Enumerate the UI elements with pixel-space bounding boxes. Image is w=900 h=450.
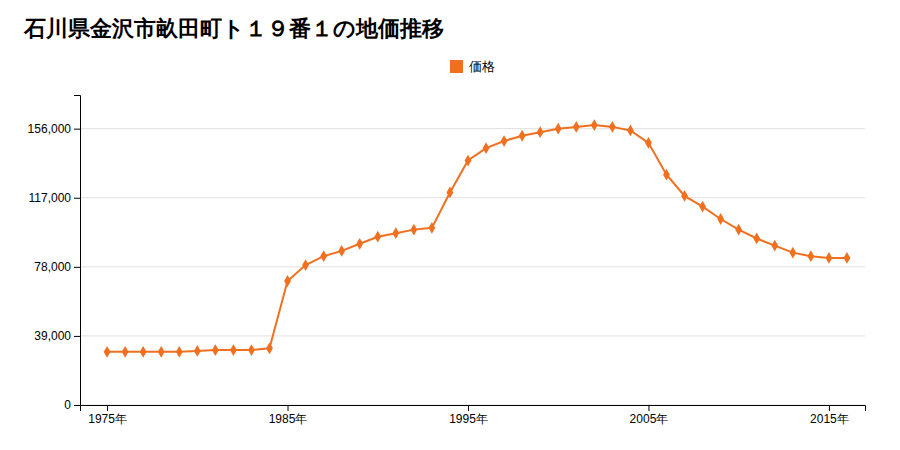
point	[627, 125, 634, 137]
x-tick-label: 1985年	[269, 412, 308, 426]
point	[717, 213, 724, 225]
x-axis: 1975年 1985年 1995年 2005年 2015年	[81, 405, 866, 426]
point	[735, 224, 742, 236]
point	[609, 121, 616, 133]
x-tick-mark	[468, 405, 469, 411]
point	[428, 222, 435, 234]
x-tick-label: 2005年	[630, 412, 669, 426]
x-tick: 2015年	[810, 405, 849, 426]
legend-swatch	[450, 60, 463, 73]
point	[699, 201, 706, 213]
x-tick: 1975年	[88, 405, 127, 426]
x-tick-label: 1975年	[88, 412, 127, 426]
x-tick: 1995年	[449, 405, 488, 426]
grid-line	[80, 197, 865, 198]
x-tick-label: 2015年	[810, 412, 849, 426]
grid-line	[80, 266, 865, 267]
point	[483, 142, 490, 154]
y-tick-mark	[74, 129, 80, 130]
marks	[104, 119, 851, 358]
grid-line	[80, 335, 865, 336]
point	[555, 123, 562, 135]
point	[158, 346, 165, 358]
point	[663, 169, 670, 181]
point	[519, 130, 526, 142]
point	[266, 342, 273, 354]
y-tick-label: 0	[64, 398, 71, 412]
point	[807, 250, 814, 262]
y-tick-label: 78,000	[34, 260, 71, 274]
legend: 価格	[450, 59, 495, 74]
y-tick: 117,000	[29, 191, 81, 205]
point	[465, 155, 472, 167]
y-tick-mark	[74, 336, 80, 337]
point	[248, 344, 255, 356]
point	[681, 190, 688, 202]
point	[176, 346, 183, 358]
point	[140, 346, 147, 358]
y-tick-mark	[74, 198, 80, 199]
point	[230, 344, 237, 356]
point	[392, 227, 399, 239]
legend-item: 価格	[450, 59, 495, 74]
chart: 1975年 1985年 1995年 2005年 2015年 0 39,000 78,000 11…	[0, 0, 900, 450]
y-axis-line	[74, 96, 81, 406]
legend-label: 価格	[469, 59, 495, 74]
y-tick: 39,000	[34, 329, 80, 343]
point	[122, 346, 129, 358]
point	[591, 119, 598, 131]
point	[212, 344, 219, 356]
point	[573, 121, 580, 133]
markers	[104, 119, 851, 358]
plot: 1975年 1985年 1995年 2005年 2015年 0 39,000 78,000 11…	[28, 96, 866, 426]
line	[107, 125, 847, 352]
x-tick: 1985年	[269, 405, 308, 426]
point	[320, 250, 327, 262]
y-tick: 78,000	[34, 260, 80, 274]
x-tick-mark	[107, 405, 108, 411]
y-tick-label: 39,000	[34, 329, 71, 343]
point	[537, 126, 544, 138]
y-grid	[80, 129, 865, 405]
point	[447, 187, 454, 199]
point	[789, 247, 796, 259]
grid-line	[80, 128, 865, 129]
x-tick: 2005年	[630, 405, 669, 426]
point	[302, 259, 309, 271]
y-tick-mark	[74, 405, 80, 406]
point	[194, 345, 201, 357]
x-tick-mark	[648, 405, 649, 411]
point	[374, 231, 381, 243]
x-axis-line	[81, 406, 866, 412]
x-tick-mark	[829, 405, 830, 411]
x-tick-mark	[288, 405, 289, 411]
point	[753, 233, 760, 245]
y-tick: 0	[64, 398, 80, 412]
y-tick-label: 156,000	[28, 122, 72, 136]
point	[645, 137, 652, 149]
point	[501, 135, 508, 147]
point	[284, 275, 291, 287]
y-tick: 156,000	[28, 122, 80, 136]
point	[410, 224, 417, 236]
point	[104, 346, 111, 358]
point	[356, 238, 363, 250]
point	[338, 245, 345, 257]
point	[771, 240, 778, 252]
title: 石川県金沢市畝田町ト１９番１の地価推移	[23, 16, 444, 41]
point	[826, 252, 833, 264]
point	[844, 252, 851, 264]
x-tick-label: 1995年	[449, 412, 488, 426]
y-tick-mark	[74, 267, 80, 268]
y-axis: 0 39,000 78,000 117,000 156,000	[28, 96, 81, 413]
y-tick-label: 117,000	[29, 191, 72, 205]
